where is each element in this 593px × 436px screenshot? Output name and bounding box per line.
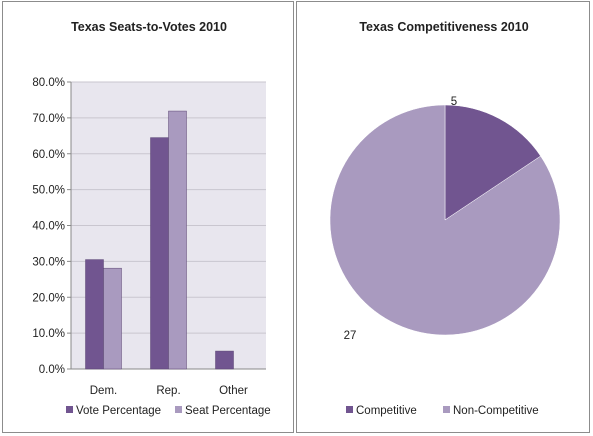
pie-chart-title: Texas Competitiveness 2010 [359,20,528,34]
y-tick-label: 80.0% [32,77,65,89]
y-tick-label: 30.0% [32,256,65,268]
legend-label: Non-Competitive [453,405,539,417]
x-tick-label: Other [219,385,248,397]
bar-chart-title: Texas Seats-to-Votes 2010 [71,20,227,34]
pie-data-label: 27 [344,330,357,342]
bar-vote-percentage-rep [150,137,169,370]
legend-label: Vote Percentage [76,405,161,417]
pie-chart-panel: Texas Competitiveness 2010 5 27 Competitiv… [296,1,590,433]
bar-vote-percentage-other [215,350,234,370]
legend-swatch [346,406,353,413]
bar-vote-percentage-dem [85,259,104,370]
pie-data-label: 5 [451,96,457,108]
y-tick-label: 10.0% [32,328,65,340]
pie-slice-competitive [444,104,541,221]
bar-chart-panel: Texas Seats-to-Votes 2010 0.0% 10.0% 20.0%… [2,1,294,433]
y-tick-label: 20.0% [32,292,65,304]
bar-seat-percentage-rep [168,110,187,370]
x-tick-label: Rep. [156,385,180,397]
pie-chart: Texas Competitiveness 2010 5 27 Competitiv… [329,20,561,417]
legend-swatch [66,406,73,413]
y-tick-label: 70.0% [32,113,65,125]
bar-seat-percentage-dem [103,267,122,370]
legend-swatch [443,406,450,413]
pie-slice-non-competitive [329,104,561,336]
legend-swatch [175,406,182,413]
y-tick-label: 40.0% [32,221,65,233]
y-tick-label: 0.0% [39,364,65,376]
x-tick-label: Dem. [90,385,117,397]
bar-chart: Texas Seats-to-Votes 2010 0.0% 10.0% 20.0%… [32,20,271,417]
legend-label: Competitive [356,405,417,417]
y-tick-label: 60.0% [32,149,65,161]
y-tick-label: 50.0% [32,185,65,197]
legend-label: Seat Percentage [185,405,271,417]
